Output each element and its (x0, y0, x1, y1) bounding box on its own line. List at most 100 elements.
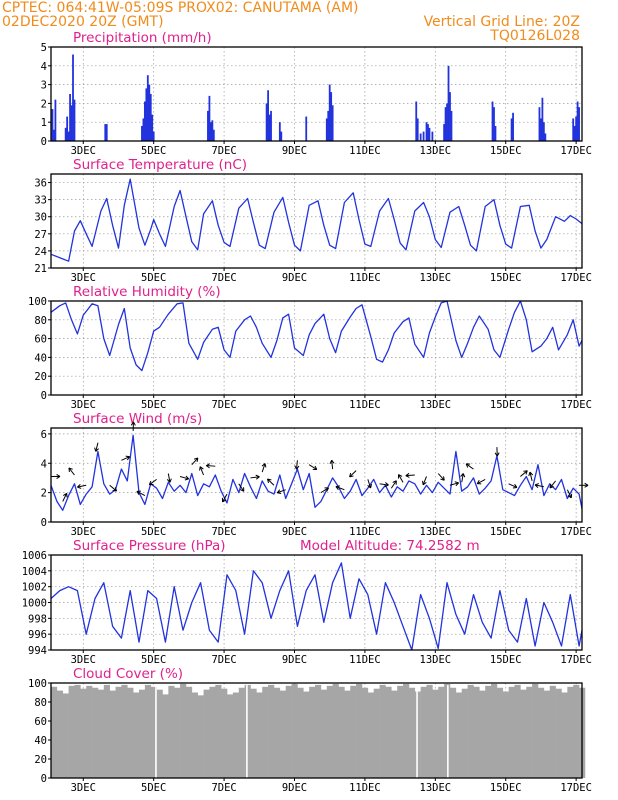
cloud-panel: Cloud Cover (%) 0 20 40 60 80 100 3DEC 5DEC 7DEC 9… (28, 666, 592, 794)
wind-arrow-head (523, 470, 528, 472)
wind-arrow-head (422, 482, 427, 486)
pres-ytick: 998 (28, 613, 47, 625)
wind-xtick: 13DEC (420, 526, 452, 538)
cloud-bar (350, 685, 357, 778)
cloud-bar (485, 685, 492, 778)
cloud-bar (262, 686, 269, 778)
wind-arrow-head (277, 492, 282, 495)
temp-panel: Surface Temperature (nC) 21 24 27 30 33 36 3DEC… (34, 157, 592, 284)
precip-bar (512, 112, 514, 141)
header-model: TQ0126L028 (489, 28, 580, 44)
wind-arrow (308, 464, 318, 470)
cloud-bar (133, 692, 140, 778)
wind-arrow (267, 478, 275, 486)
precip-bar (64, 127, 67, 141)
wind-arrow-head (349, 475, 354, 478)
wind-arrow-head (94, 447, 97, 452)
wind-arrow-head (567, 495, 572, 499)
wind-arrow (437, 473, 445, 481)
cloud-bar (62, 693, 69, 778)
wind-arrow (349, 470, 357, 478)
cloud-bar (291, 683, 298, 778)
wind-arrow (206, 465, 216, 467)
cloud-bar (162, 694, 169, 778)
cloud-bar (573, 684, 580, 778)
wind-line (50, 434, 583, 511)
wind-xtick: 9DEC (282, 526, 307, 538)
wind-arrow (95, 442, 99, 452)
precip-ytick: 4 (41, 61, 47, 73)
cloud-bar (115, 686, 122, 778)
cloud-bar (238, 687, 245, 778)
wind-arrow-head (534, 483, 540, 486)
header-station: CPTEC: 064:41W-05:09S PROX02: CANUTAMA (… (2, 0, 359, 16)
cloud-gap (246, 685, 248, 778)
wind-arrow (529, 472, 533, 481)
precip-bar (544, 133, 547, 141)
precip-bar (66, 116, 69, 141)
temp-ytick: 24 (34, 246, 47, 258)
wind-arrow (277, 489, 286, 494)
temp-xtick: 17DEC (560, 272, 592, 284)
precip-bar (105, 124, 108, 141)
pres-xtick: 5DEC (141, 654, 166, 666)
precip-bar (415, 101, 418, 141)
cloud-gap (447, 685, 449, 778)
wind-arrow-head (276, 489, 281, 494)
cloud-xtick: 17DEC (560, 782, 592, 794)
cloud-bar (567, 686, 574, 778)
cloud-gap (155, 685, 157, 778)
wind-arrow-head (77, 486, 82, 489)
cloud-frame (50, 682, 583, 779)
temp-line (50, 178, 583, 262)
precip-bar (572, 118, 575, 141)
wind-xtick: 17DEC (560, 526, 592, 538)
precip-bar (209, 122, 212, 141)
cloud-bar (332, 683, 339, 778)
wind-arrow-head (367, 484, 371, 489)
cloud-bar (227, 694, 234, 778)
precip-ytick: 1 (41, 117, 47, 129)
precip-bar (148, 84, 151, 141)
cloud-bar (303, 691, 310, 778)
precip-bar (267, 90, 269, 141)
cloud-xtick: 7DEC (211, 782, 236, 794)
cloud-bar (74, 684, 81, 778)
wind-arrow-head (422, 480, 424, 485)
wind-arrow (179, 475, 189, 480)
cloud-bar (373, 688, 380, 778)
precip-bar (72, 54, 74, 141)
temp-xtick: 3DEC (71, 272, 96, 284)
precip-bar (51, 109, 54, 141)
pres-ytick: 996 (28, 629, 47, 641)
rh-xtick: 15DEC (490, 399, 522, 411)
wind-arrow (149, 479, 157, 486)
temp-frame (50, 173, 583, 269)
precip-bar (575, 116, 578, 141)
cloud-bar (121, 684, 128, 778)
wind-arrow (331, 460, 334, 470)
temp-xtick: 15DEC (490, 272, 522, 284)
precip-bar (54, 99, 57, 141)
wind-arrow-head (335, 485, 340, 488)
wind-arrow-head (335, 486, 339, 491)
cloud-bar (285, 685, 292, 778)
pres-xtick: 15DEC (490, 654, 522, 666)
rh-panel: Relative Humidity (%) 0 20 40 60 80 100 3DEC 5DE… (28, 284, 592, 411)
precip-bar (576, 101, 579, 141)
wind-arrow (109, 484, 117, 492)
wind-arrow-head (514, 483, 518, 488)
precip-bar (422, 131, 425, 141)
cloud-bar (203, 689, 210, 778)
cloud-bar (144, 684, 152, 778)
precip-bar (145, 88, 148, 141)
cloud-bar (449, 687, 457, 778)
rh-xtick: 7DEC (211, 399, 236, 411)
cloud-bar (514, 684, 521, 778)
wind-arrow-head (264, 463, 267, 468)
wind-arrow (465, 463, 474, 470)
precip-bar (149, 94, 152, 141)
precip-bar (419, 133, 422, 141)
wind-arrow-head (68, 467, 73, 470)
wind-arrow-head (95, 448, 99, 452)
